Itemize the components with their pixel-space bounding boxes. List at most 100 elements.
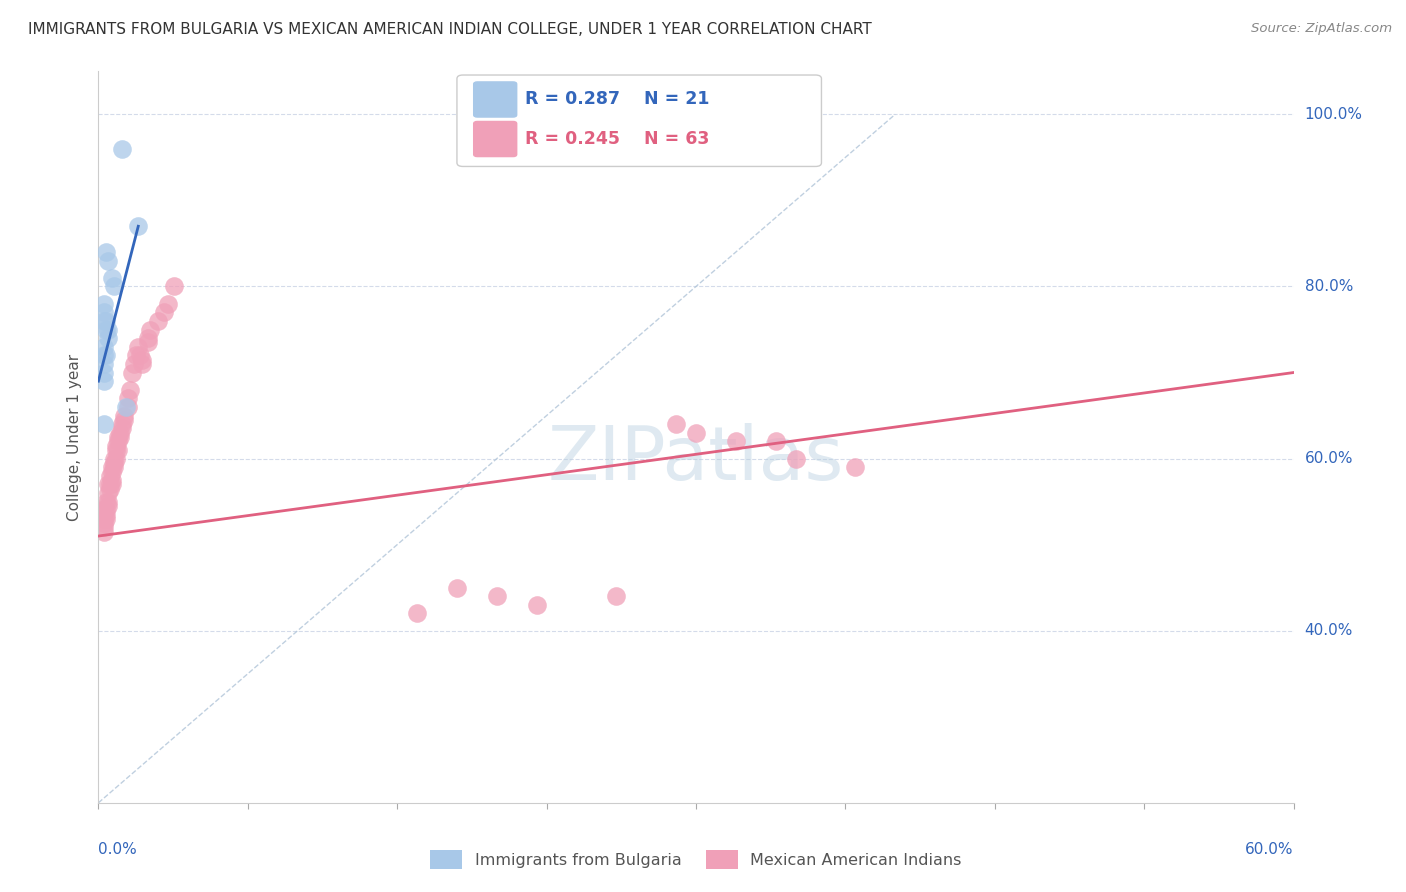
Point (93, 314, 115, 328)
Point (96, 512, 118, 526)
Text: R = 0.287    N = 21: R = 0.287 N = 21 (524, 90, 710, 109)
Point (93, 524, 115, 539)
Point (117, 392, 139, 406)
Legend: Immigrants from Bulgaria, Mexican American Indians: Immigrants from Bulgaria, Mexican Americ… (423, 844, 969, 875)
Point (121, 366, 143, 380)
Text: ZIPatlas: ZIPatlas (548, 423, 844, 496)
Point (124, 357, 146, 371)
Point (105, 439, 128, 453)
Point (131, 352, 153, 367)
Point (93, 516, 115, 530)
Point (97, 499, 120, 513)
Text: 60.0%: 60.0% (1246, 842, 1294, 856)
Point (93, 340, 115, 354)
Point (111, 142, 134, 156)
Point (112, 413, 135, 427)
Point (93, 417, 115, 432)
Point (153, 305, 176, 319)
Point (139, 322, 162, 336)
Point (785, 451, 807, 466)
Point (98, 477, 122, 491)
Point (136, 335, 159, 350)
Point (98, 482, 122, 496)
Point (110, 425, 132, 440)
Point (107, 434, 129, 449)
Point (93, 357, 115, 371)
Point (105, 451, 128, 466)
Point (111, 421, 134, 435)
Point (93, 366, 115, 380)
Point (110, 430, 132, 444)
Point (107, 430, 129, 444)
FancyBboxPatch shape (457, 75, 821, 167)
Point (97, 486, 120, 500)
Point (129, 348, 152, 362)
Point (97, 477, 120, 491)
Point (115, 400, 138, 414)
Point (97, 494, 120, 508)
Point (97, 322, 120, 336)
Point (406, 607, 429, 621)
Text: Source: ZipAtlas.com: Source: ZipAtlas.com (1251, 22, 1392, 36)
Point (157, 296, 180, 310)
Point (665, 417, 688, 432)
Point (127, 340, 149, 354)
Point (93, 305, 115, 319)
Point (101, 477, 124, 491)
Point (125, 348, 148, 362)
Point (526, 598, 548, 612)
Text: 60.0%: 60.0% (1305, 451, 1353, 467)
Point (93, 374, 115, 388)
Point (111, 417, 134, 432)
Point (107, 442, 129, 457)
Text: IMMIGRANTS FROM BULGARIA VS MEXICAN AMERICAN INDIAN COLLEGE, UNDER 1 YEAR CORREL: IMMIGRANTS FROM BULGARIA VS MEXICAN AMER… (28, 22, 872, 37)
FancyBboxPatch shape (474, 121, 517, 157)
Text: 80.0%: 80.0% (1305, 279, 1353, 294)
Point (117, 400, 139, 414)
Point (605, 589, 627, 603)
Point (103, 456, 125, 470)
Text: 40.0%: 40.0% (1305, 624, 1353, 638)
Point (148, 314, 170, 328)
Point (131, 357, 153, 371)
Point (101, 465, 124, 479)
Point (101, 271, 124, 285)
Point (101, 460, 124, 475)
Point (93, 520, 115, 534)
FancyBboxPatch shape (474, 82, 517, 117)
Point (120, 383, 142, 397)
Point (103, 279, 125, 293)
Point (163, 279, 186, 293)
Point (685, 425, 707, 440)
Point (96, 503, 118, 517)
Point (97, 253, 120, 268)
Point (765, 434, 787, 449)
Point (96, 494, 118, 508)
Point (93, 512, 115, 526)
Point (98, 468, 122, 483)
Point (96, 314, 118, 328)
Point (844, 460, 866, 475)
Point (112, 409, 135, 423)
Point (103, 460, 125, 475)
Point (97, 331, 120, 345)
Point (93, 296, 115, 310)
Point (485, 589, 508, 603)
Point (136, 331, 159, 345)
Point (105, 442, 128, 457)
Point (446, 581, 468, 595)
Point (96, 348, 118, 362)
Text: R = 0.245    N = 63: R = 0.245 N = 63 (524, 130, 710, 148)
Text: 0.0%: 0.0% (98, 842, 138, 856)
Point (96, 508, 118, 522)
Point (127, 219, 149, 234)
Point (724, 434, 747, 449)
Point (103, 451, 125, 466)
Point (93, 348, 115, 362)
Point (91, 503, 114, 517)
Text: 100.0%: 100.0% (1305, 107, 1362, 122)
Point (96, 322, 118, 336)
Point (96, 245, 118, 260)
Y-axis label: College, Under 1 year: College, Under 1 year (67, 353, 83, 521)
Point (101, 473, 124, 487)
